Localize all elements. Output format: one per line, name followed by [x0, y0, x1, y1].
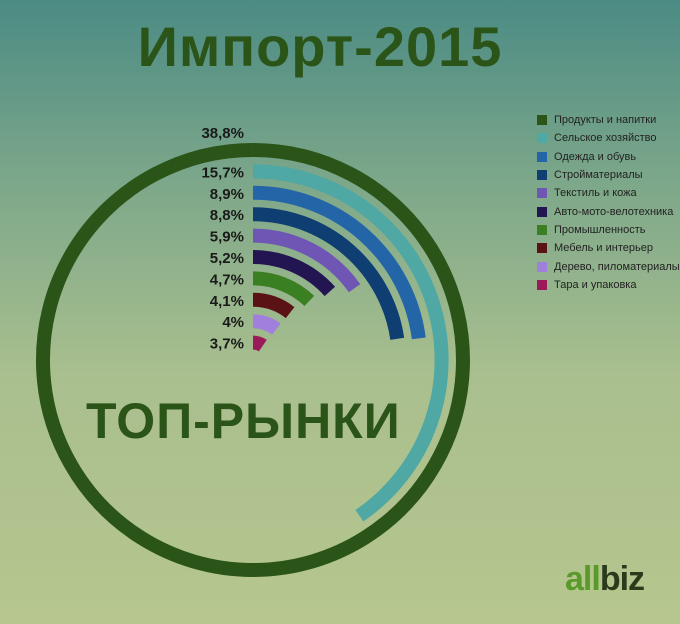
- chart-title: Импорт-2015: [137, 15, 503, 78]
- value-label: 5,2%: [210, 250, 244, 267]
- value-label: 4%: [222, 314, 244, 331]
- value-label: 3,7%: [210, 336, 244, 353]
- legend-label: Сельское хозяйство: [554, 132, 657, 145]
- legend-label: Мебель и интерьер: [554, 242, 653, 255]
- value-label: 38,8%: [201, 125, 244, 142]
- legend-item: Одежда и обувь: [537, 148, 680, 166]
- legend-item: Промышленность: [537, 221, 680, 239]
- legend-item: Сельское хозяйство: [537, 129, 680, 147]
- legend-label: Текстиль и кожа: [554, 187, 637, 200]
- legend-label: Промышленность: [554, 223, 646, 236]
- center-label: ТОП-РЫНКИ: [86, 393, 401, 449]
- value-label: 4,1%: [210, 293, 244, 310]
- arc-7: [252, 292, 295, 319]
- legend-label: Авто-мото-велотехника: [554, 205, 674, 218]
- legend-item: Текстиль и кожа: [537, 184, 680, 202]
- legend-swatch: [537, 188, 547, 199]
- legend-item: Авто-мото-велотехника: [537, 202, 680, 220]
- legend-swatch: [537, 151, 547, 162]
- arc-6: [252, 271, 315, 307]
- arc-8: [252, 314, 281, 335]
- legend-swatch: [537, 206, 547, 217]
- legend-label: Тара и упаковка: [554, 278, 637, 291]
- legend-item: Стройматериалы: [537, 166, 680, 184]
- legend-swatch: [537, 133, 547, 144]
- arc-9: [252, 335, 267, 352]
- value-label: 8,8%: [210, 207, 244, 224]
- legend-item: Дерево, пиломатериалы: [537, 257, 680, 275]
- legend-item: Продукты и напитки: [537, 111, 680, 129]
- legend: Продукты и напитки Сельское хозяйство Одеж…: [537, 111, 680, 294]
- arc-1: [252, 164, 449, 522]
- legend-swatch: [537, 224, 547, 235]
- legend-label: Дерево, пиломатериалы: [554, 260, 680, 273]
- value-label: 8,9%: [210, 186, 244, 203]
- logo-part1: all: [565, 560, 601, 598]
- legend-swatch: [537, 261, 547, 272]
- arc-3: [252, 207, 405, 340]
- value-label: 15,7%: [201, 164, 244, 181]
- legend-label: Стройматериалы: [554, 169, 643, 182]
- legend-swatch: [537, 279, 547, 290]
- legend-swatch: [537, 170, 547, 181]
- arc-5: [252, 250, 336, 297]
- legend-swatch: [537, 115, 547, 126]
- arc-2: [252, 185, 426, 340]
- logo-part2: biz: [599, 560, 645, 598]
- arc-4: [252, 228, 361, 293]
- legend-label: Одежда и обувь: [554, 150, 637, 163]
- legend-item: Мебель и интерьер: [537, 239, 680, 257]
- arc-0: [36, 143, 470, 577]
- value-label: 5,9%: [210, 229, 244, 246]
- legend-swatch: [537, 243, 547, 254]
- legend-label: Продукты и напитки: [554, 114, 657, 127]
- value-label: 4,7%: [210, 271, 244, 288]
- allbiz-logo: allbiz: [565, 560, 645, 599]
- legend-item: Тара и упаковка: [537, 276, 680, 294]
